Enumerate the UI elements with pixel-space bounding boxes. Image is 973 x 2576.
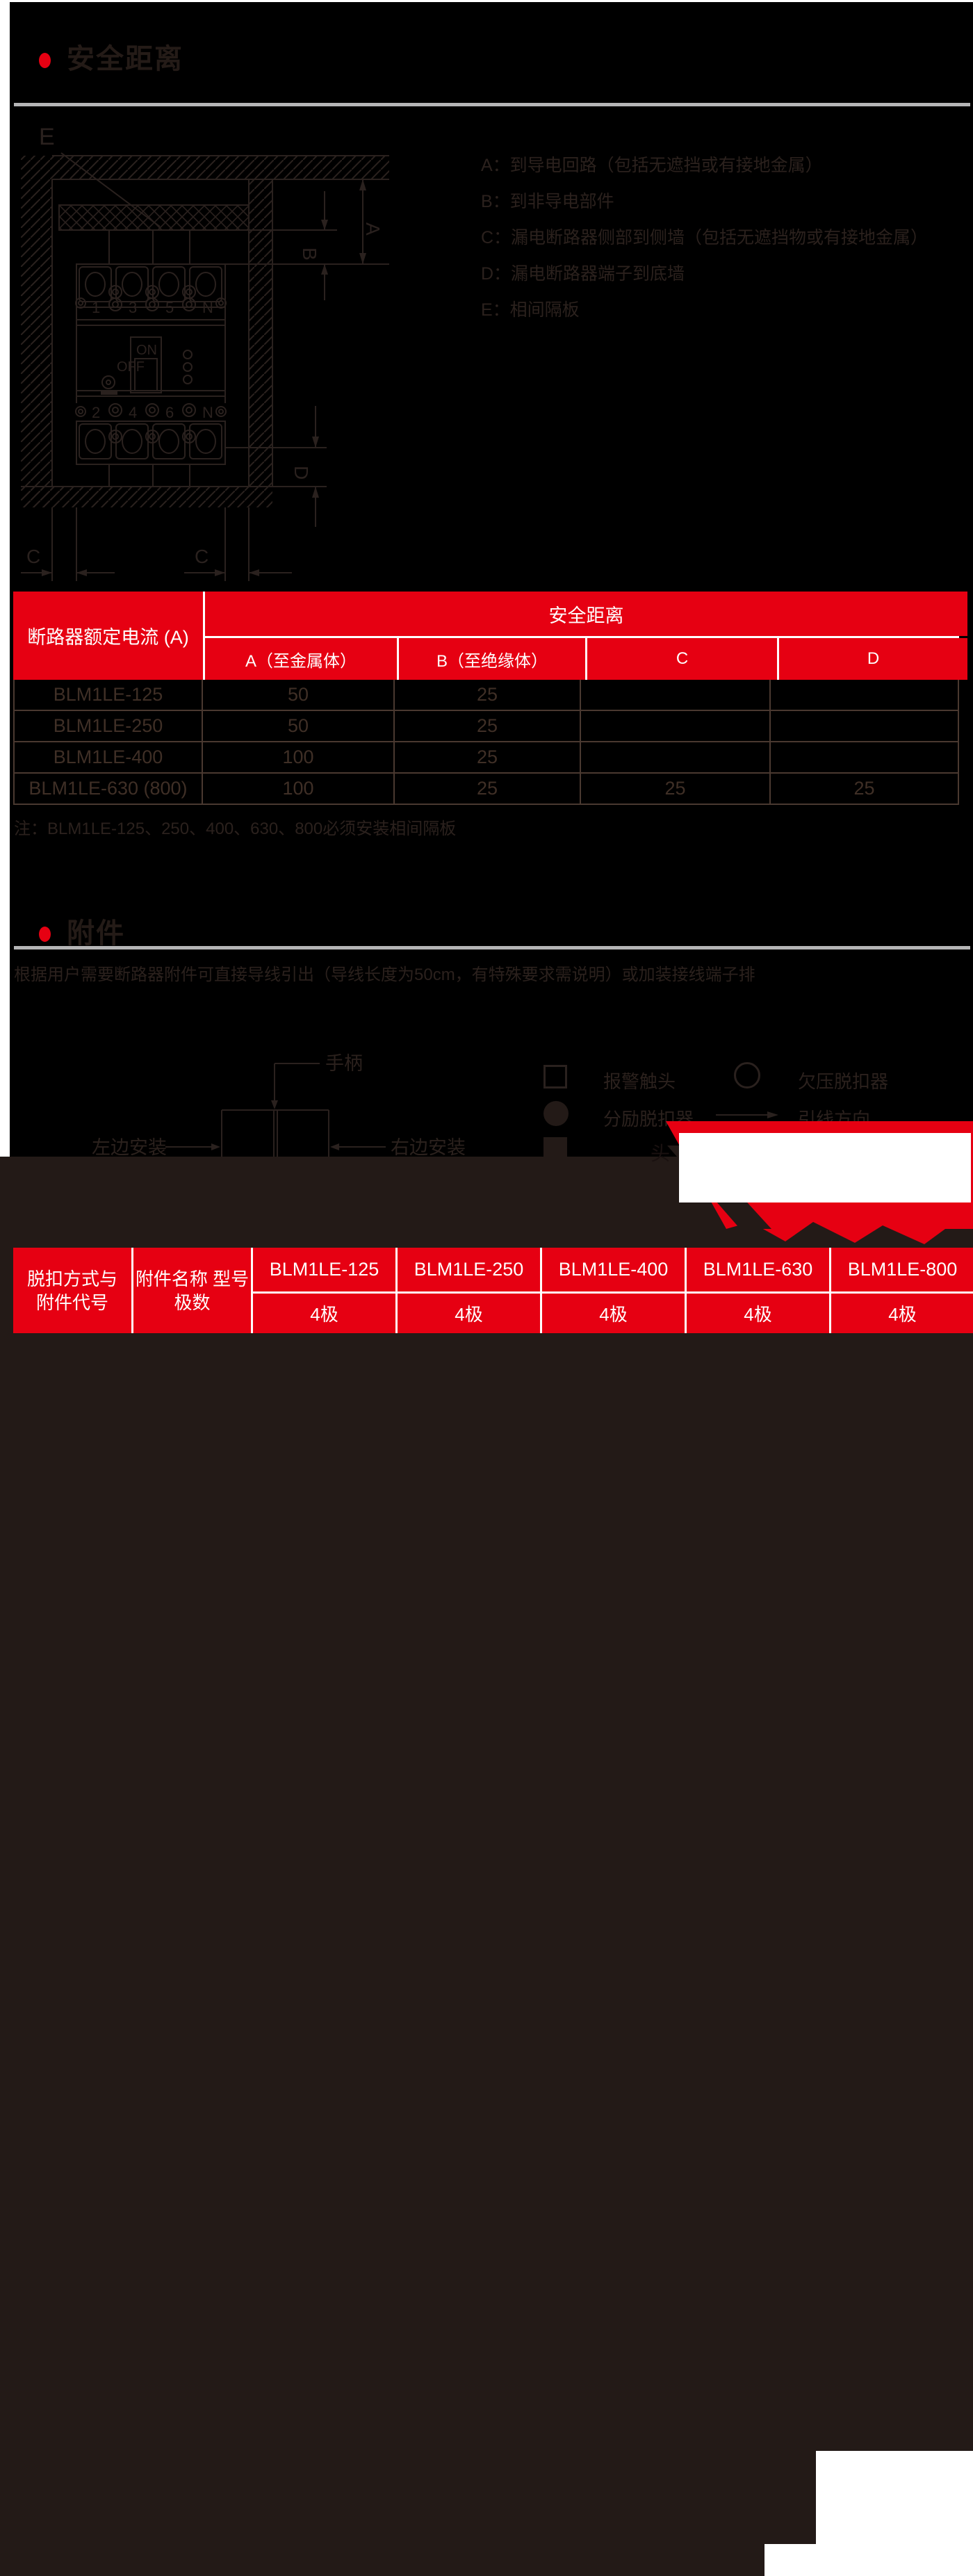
safety-distance-diagram: E A B D C C ON OFF 1 3 5 N 2 4 6 N xyxy=(21,124,389,581)
safety-distance-table: 断路器额定电流 (A) 安全距离 A（至金属体） B（至绝缘体） C D BLM… xyxy=(13,592,967,805)
terminal-top-3: 3 xyxy=(129,299,137,316)
dim-c-mid-label: C xyxy=(195,546,208,567)
breaker-on-label: ON xyxy=(136,343,157,358)
header-trip-mode: 脱扣方式与 附件代号 xyxy=(13,1248,131,1333)
accessory-description: 根据用户需要断路器附件可直接导线引出（导线长度为50cm，有特殊要求需说明）或加… xyxy=(14,965,755,984)
page-top-edge xyxy=(0,0,973,2)
accessory-table: 脱扣方式与 附件代号 附件名称 型号 极数 BLM1LE-125 BLM1LE-… xyxy=(13,1248,973,1333)
table-row: BLM1LE-250 50 25 xyxy=(13,711,959,742)
row-c xyxy=(581,742,771,774)
row-b: 25 xyxy=(395,742,581,774)
breaker-off-label: OFF xyxy=(117,359,145,375)
legend-undervoltage-release: 欠压脱扣器 xyxy=(798,1071,889,1092)
row-d xyxy=(771,711,959,742)
red-callout-block xyxy=(666,1121,973,1244)
row-d xyxy=(771,680,959,711)
table-row: BLM1LE-630 (800) 100 25 25 25 xyxy=(13,774,959,805)
header-col-d: D xyxy=(779,638,967,680)
left-mount-label: 左边安装 xyxy=(92,1137,167,1158)
row-model: BLM1LE-400 xyxy=(13,742,203,774)
row-d: 25 xyxy=(771,774,959,805)
annotation-d: D：漏电断路器端子到底墙 xyxy=(481,264,685,284)
shunt-release-icon xyxy=(543,1101,569,1126)
annotation-b: B：到非导电部件 xyxy=(481,192,614,211)
terminal-bottom-4: 4 xyxy=(129,404,137,421)
lead-direction-icon xyxy=(716,1111,778,1118)
header-col-b: B（至绝缘体） xyxy=(399,638,585,680)
pole-cell: 4极 xyxy=(398,1294,540,1333)
dim-a-label: A xyxy=(362,222,384,236)
section-safety-title: 安全距离 xyxy=(67,44,183,74)
annotation-a: A：到导电回路（包括无遮挡或有接地金属） xyxy=(481,156,823,175)
row-c xyxy=(581,680,771,711)
dim-b-label: B xyxy=(299,247,320,261)
row-b: 25 xyxy=(395,774,581,805)
terminal-top-n: N xyxy=(202,299,213,316)
handle-label: 手柄 xyxy=(325,1053,363,1074)
model-header: BLM1LE-250 xyxy=(398,1248,540,1291)
model-header: BLM1LE-400 xyxy=(542,1248,685,1291)
row-a: 50 xyxy=(203,711,395,742)
safety-table-body: BLM1LE-125 50 25 BLM1LE-250 50 25 BLM1LE… xyxy=(13,680,959,805)
header-accessory-name: 附件名称 型号 极数 xyxy=(133,1248,251,1333)
header-col-c: C xyxy=(587,638,777,680)
pole-cell: 4极 xyxy=(687,1294,829,1333)
legend-alarm-contact: 报警触头 xyxy=(603,1071,676,1092)
right-mount-label: 右边安装 xyxy=(391,1137,466,1158)
terminal-bottom-n: N xyxy=(202,404,213,421)
header-col-a: A（至金属体） xyxy=(205,638,397,680)
row-a: 50 xyxy=(203,680,395,711)
section-bullet-icon xyxy=(39,927,51,942)
handle-mounting-diagram: 手柄 左边安装 右边安装 xyxy=(92,1053,466,1168)
table-row: BLM1LE-400 100 25 xyxy=(13,742,959,774)
page-left-edge xyxy=(0,0,10,1157)
row-a: 100 xyxy=(203,774,395,805)
section-divider xyxy=(14,103,970,106)
ink-band xyxy=(0,1157,973,2576)
section-bullet-icon xyxy=(39,53,51,68)
terminal-top-5: 5 xyxy=(165,299,174,316)
row-c: 25 xyxy=(581,774,771,805)
terminal-bottom-6: 6 xyxy=(165,404,174,421)
dim-c-left-label: C xyxy=(26,546,40,567)
pole-cell: 4极 xyxy=(253,1294,395,1333)
section-divider xyxy=(14,946,970,949)
header-accessory-name-line2: 极数 xyxy=(174,1291,211,1313)
annotation-e: E：相间隔板 xyxy=(481,300,580,320)
row-model: BLM1LE-125 xyxy=(13,680,203,711)
model-header: BLM1LE-800 xyxy=(831,1248,973,1291)
table-row: BLM1LE-125 50 25 xyxy=(13,680,959,711)
row-c xyxy=(581,711,771,742)
terminal-top-1: 1 xyxy=(92,299,100,316)
model-header: BLM1LE-630 xyxy=(687,1248,829,1291)
dim-d-label: D xyxy=(291,466,312,480)
annotation-list: A：到导电回路（包括无遮挡或有接地金属） B：到非导电部件 C：漏电断路器侧部到… xyxy=(481,147,928,328)
terminal-bottom-2: 2 xyxy=(92,404,100,421)
table-note: 注：BLM1LE-125、250、400、630、800必须安装相间隔板 xyxy=(14,820,457,838)
undervoltage-release-icon xyxy=(734,1062,760,1089)
annotation-c: C：漏电断路器侧部到侧墙（包括无遮挡物或有接地金属） xyxy=(481,228,929,247)
safety-table-header: 断路器额定电流 (A) 安全距离 A（至金属体） B（至绝缘体） C D xyxy=(13,592,967,680)
section-accessory-title: 附件 xyxy=(67,918,125,949)
dim-e-label: E xyxy=(39,124,55,150)
row-b: 25 xyxy=(395,711,581,742)
row-model: BLM1LE-250 xyxy=(13,711,203,742)
bottom-edge-cutout xyxy=(764,2544,973,2576)
model-header: BLM1LE-125 xyxy=(253,1248,395,1291)
header-trip-mode-line2: 附件代号 xyxy=(35,1291,108,1313)
pole-cell: 4极 xyxy=(831,1294,973,1333)
header-rated-current: 断路器额定电流 (A) xyxy=(13,592,203,680)
header-safety-distance: 安全距离 xyxy=(205,592,967,636)
header-trip-mode-line1: 脱扣方式与 xyxy=(26,1268,117,1289)
header-accessory-name-line1: 附件名称 型号 xyxy=(135,1268,250,1289)
row-a: 100 xyxy=(203,742,395,774)
row-d xyxy=(771,742,959,774)
row-model: BLM1LE-630 (800) xyxy=(13,774,203,805)
alarm-contact-icon xyxy=(543,1065,567,1089)
cut-legend-char: 头 xyxy=(651,1143,671,1164)
pole-cell: 4极 xyxy=(542,1294,685,1333)
row-b: 25 xyxy=(395,680,581,711)
